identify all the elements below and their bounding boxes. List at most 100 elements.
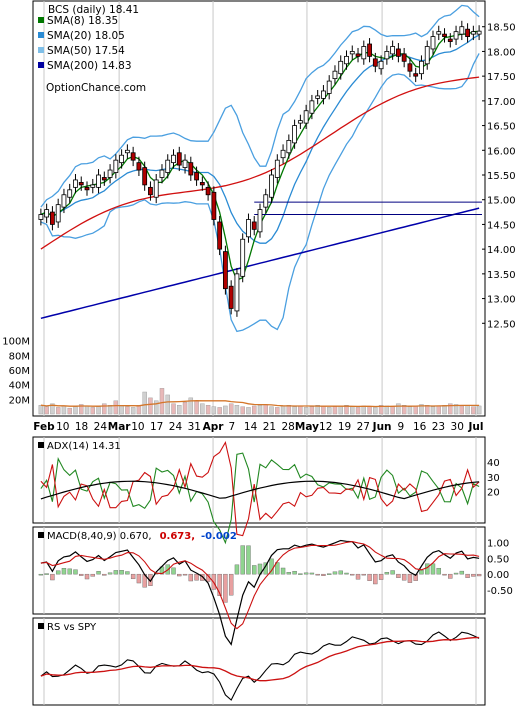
volume-bar (430, 406, 436, 415)
macd-histogram-bar (188, 573, 194, 582)
volume-y-tick-label: 100M (2, 337, 30, 348)
macd-histogram-bar (275, 562, 280, 575)
volume-bar (361, 405, 367, 415)
candle-body (401, 53, 407, 62)
macd-legend-swatch (38, 532, 44, 538)
candle-body (153, 179, 159, 198)
macd-histogram-bar (246, 545, 251, 575)
x-tick-label: Feb (33, 421, 55, 433)
volume-y-tick-label: 80M (9, 351, 30, 362)
legend-swatch (38, 17, 44, 23)
volume-bar (130, 407, 136, 415)
macd-histogram-bar (217, 573, 222, 596)
candle-body (148, 186, 153, 196)
candle-body (96, 174, 101, 188)
macd-histogram-bar (102, 573, 107, 576)
x-tick-label: 7 (228, 421, 235, 433)
macd-histogram-bar (419, 570, 424, 575)
volume-bar (303, 407, 309, 415)
volume-bar (200, 403, 205, 415)
price-y-tick-label: 18.50 (487, 23, 516, 34)
macd-histogram-bar (113, 570, 119, 575)
macd-histogram-bar (234, 564, 240, 575)
price-y-tick-label: 18.00 (487, 47, 516, 58)
legend-label: SMA(200) 14.83 (47, 60, 132, 72)
price-y-tick-label: 14.50 (487, 220, 516, 231)
macd-histogram-bar (407, 573, 413, 583)
x-tick-label: 31 (188, 421, 201, 433)
volume-bar (113, 400, 119, 415)
candle-body (217, 221, 223, 250)
candle-body (171, 154, 176, 164)
bollinger-upper-line (40, 4, 480, 208)
macd-histogram-bar (315, 573, 320, 576)
macd-histogram-bar (125, 571, 130, 575)
x-tick-label: Mar (108, 421, 132, 433)
rs-legend-swatch (38, 623, 44, 629)
candle-body (251, 221, 257, 230)
macd-histogram-bar (373, 573, 378, 585)
candle-body (130, 152, 136, 161)
macd-histogram-bar (96, 571, 101, 575)
macd-histogram-bar (344, 572, 349, 575)
volume-bar (61, 405, 67, 415)
candle-body (349, 51, 355, 55)
volume-bar (55, 407, 61, 415)
macd-histogram-bar (471, 573, 476, 577)
candle-body (90, 184, 96, 188)
price-y-tick-label: 12.50 (487, 319, 516, 330)
volume-bar (252, 405, 257, 415)
macd-histogram-bar (252, 565, 257, 575)
candle-body (338, 60, 344, 75)
candle-body (38, 214, 44, 220)
macd-histogram-bar (378, 573, 384, 580)
candle-body (182, 159, 188, 168)
candle-body (367, 43, 372, 57)
volume-bar (217, 407, 222, 415)
volume-y-tick-label: 60M (9, 366, 30, 377)
x-tick-label: 10 (56, 421, 69, 433)
macd-histogram-bar (390, 570, 395, 575)
x-tick-label: 21 (263, 421, 276, 433)
volume-bar (384, 405, 390, 415)
volume-bar (142, 391, 147, 415)
volume-bar (350, 406, 355, 415)
volume-y-tick-label: 40M (9, 381, 30, 392)
volume-bar (286, 405, 292, 415)
volume-bar (153, 400, 159, 415)
macd-histogram-bar (79, 573, 84, 576)
volume-bar (211, 406, 217, 415)
macd-histogram-bar (476, 573, 482, 577)
candle-body (211, 191, 217, 220)
macd-histogram-bar (280, 567, 286, 575)
volume-bar (38, 405, 44, 415)
macd-histogram-bar (223, 573, 228, 603)
candle-body (176, 152, 182, 166)
candle-body (274, 159, 280, 178)
macd-y-tick-label: 0.50 (487, 554, 509, 565)
macd-histogram-bar (286, 572, 292, 575)
adx-legend-swatch (38, 442, 44, 448)
candle-body (453, 31, 459, 40)
volume-bar (107, 405, 113, 415)
x-tick-label: 14 (244, 421, 258, 433)
candle-body (407, 63, 413, 72)
candle-body (136, 162, 142, 171)
x-tick-label: May (295, 421, 319, 433)
legend-swatch (38, 47, 44, 53)
macd-histogram-bar (44, 573, 49, 575)
volume-bar (205, 405, 211, 415)
macd-histogram-bar (338, 570, 343, 575)
volume-bar (125, 406, 130, 415)
volume-bar (263, 404, 268, 415)
candle-body (101, 177, 107, 181)
volume-bar (234, 405, 240, 415)
candle-body (55, 204, 61, 223)
candle-body (228, 285, 234, 309)
volume-bar (73, 406, 78, 415)
volume-bar (50, 403, 55, 415)
volume-bar (332, 406, 338, 415)
macd-histogram-bar (309, 572, 315, 575)
rs-average-line (40, 636, 480, 682)
volume-bar (442, 405, 447, 415)
